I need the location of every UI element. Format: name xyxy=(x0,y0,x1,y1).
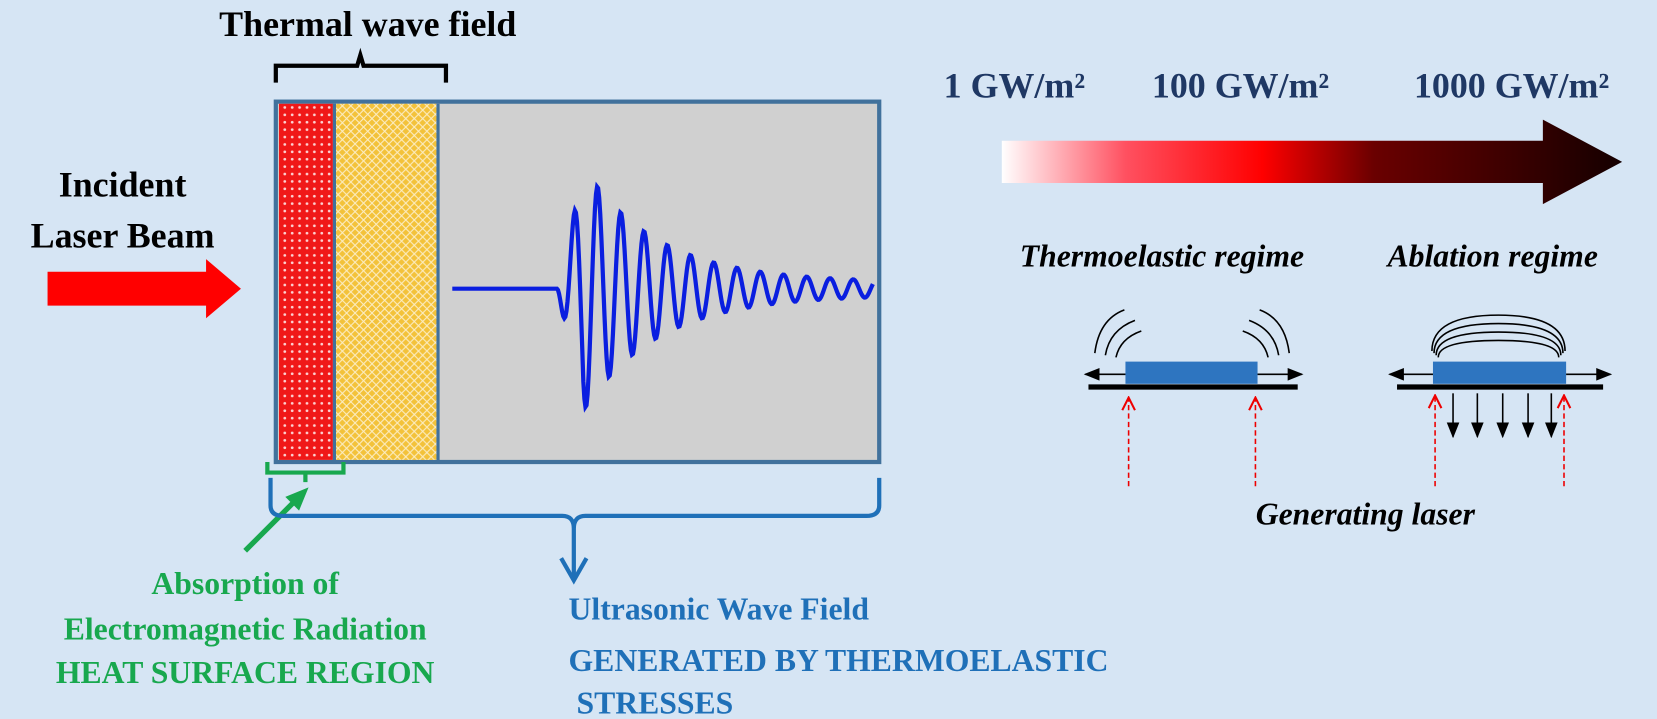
ablation-diagram xyxy=(1388,314,1613,487)
label: Incident xyxy=(59,165,187,205)
label: GENERATED BY THERMOELASTIC xyxy=(569,643,1109,678)
thermal-layer xyxy=(336,103,437,460)
label: STRESSES xyxy=(569,686,734,719)
label: Thermoelastic regime xyxy=(1020,239,1304,274)
label: Laser Beam xyxy=(31,215,215,255)
label: 1 GW/m² xyxy=(944,65,1085,105)
arrow xyxy=(243,493,302,553)
label: Ablation regime xyxy=(1386,239,1598,274)
bracket xyxy=(265,462,346,483)
label: HEAT SURFACE REGION xyxy=(56,655,435,690)
label: Generating laser xyxy=(1256,496,1476,531)
intensity-arrow xyxy=(1001,119,1623,205)
brace xyxy=(268,477,882,577)
laser-arrow xyxy=(47,259,241,319)
absorption-layer xyxy=(278,103,333,460)
label: Ultrasonic Wave Field xyxy=(569,591,870,626)
label: 100 GW/m² xyxy=(1152,65,1329,105)
label: 1000 GW/m² xyxy=(1414,65,1609,105)
thermoelastic-diagram xyxy=(1083,309,1304,487)
label: Absorption of xyxy=(151,566,339,601)
label: Thermal wave field xyxy=(219,4,516,44)
waveform xyxy=(452,181,875,413)
bracket xyxy=(273,47,449,83)
label: Electromagnetic Radiation xyxy=(64,612,427,647)
